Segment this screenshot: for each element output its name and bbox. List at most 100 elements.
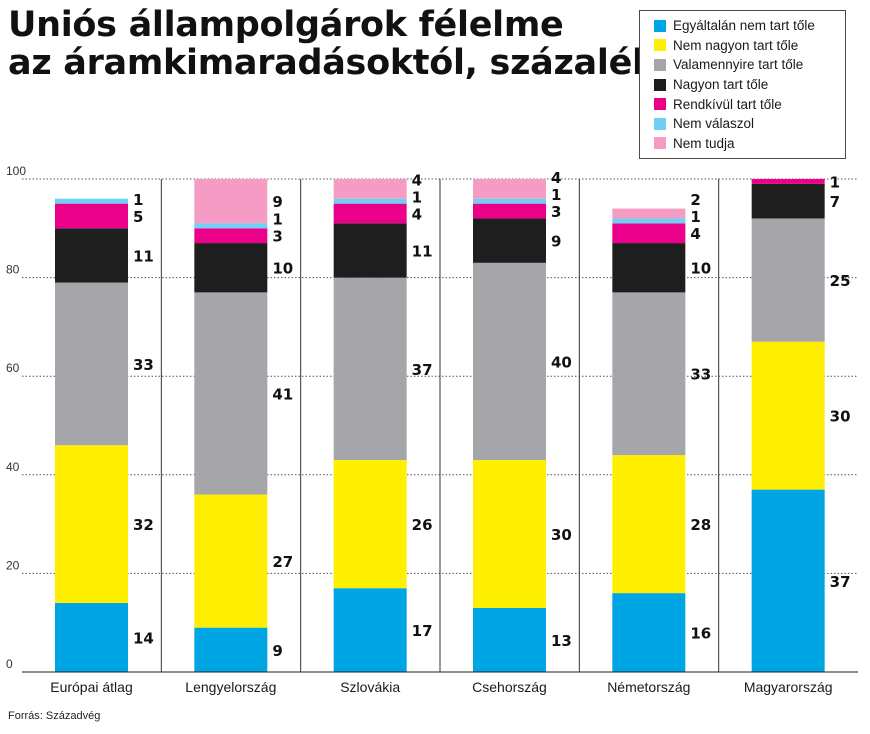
data-label: 37 [412, 361, 433, 379]
bar-segment [473, 179, 546, 199]
chart-legend: Egyáltalán nem tart tőle Nem nagyon tart … [639, 10, 846, 159]
bar-segment [612, 208, 686, 219]
data-label: 16 [690, 625, 711, 643]
bar-segment [751, 341, 825, 490]
bar-segment [55, 203, 128, 229]
bar-segment [612, 292, 686, 456]
bar-segment [333, 198, 407, 204]
data-label: 4 [551, 169, 561, 187]
bar-segment [333, 277, 407, 461]
bar-segment [55, 445, 128, 603]
bar-segment [333, 460, 407, 589]
data-label: 30 [551, 526, 572, 544]
bar-segment [612, 243, 686, 293]
chart-title-line-2: az áramkimaradásoktól, százalék [8, 43, 655, 83]
bar-segment [55, 228, 128, 283]
data-label: 13 [551, 632, 572, 650]
data-label: 25 [830, 272, 851, 290]
x-category-label: Magyarország [744, 679, 833, 695]
data-label: 11 [133, 247, 154, 265]
data-label: 5 [133, 208, 143, 226]
data-label: 1 [690, 208, 700, 226]
x-category-label: Lengyelország [185, 679, 276, 695]
data-label: 37 [830, 573, 851, 591]
source-note: Forrás: Századvég [8, 710, 101, 722]
bar-segment [55, 198, 128, 204]
bar-segment [333, 179, 407, 199]
bar-segment [194, 228, 268, 244]
bar-segment [194, 627, 268, 672]
data-label: 2 [690, 191, 700, 209]
legend-swatch [654, 117, 666, 130]
data-label: 40 [551, 353, 572, 371]
data-label: 4 [690, 225, 700, 243]
data-label: 33 [133, 356, 154, 374]
data-label: 30 [830, 408, 851, 426]
x-category-label: Csehország [472, 679, 547, 695]
data-label: 1 [830, 173, 840, 191]
data-label: 1 [133, 191, 143, 209]
legend-swatch [654, 19, 666, 32]
bar-segment [751, 183, 825, 219]
bar-segment [473, 218, 546, 263]
legend-swatch [654, 78, 666, 91]
legend-swatch [654, 58, 666, 71]
legend-item: Valamennyire tart tőle [654, 55, 845, 75]
bar-segment [55, 602, 128, 672]
legend-swatch [654, 98, 666, 111]
data-label: 14 [133, 629, 154, 647]
chart-title: Uniós állampolgárok félelme az áramkimar… [8, 6, 655, 82]
x-category-label: Németország [607, 679, 690, 695]
bar-segment [751, 218, 825, 342]
data-label: 9 [551, 233, 561, 251]
bar-segment [473, 460, 546, 608]
bar-segment [333, 223, 407, 278]
data-label: 10 [272, 260, 293, 278]
stacked-bar-chart: 0204060801001432331151927411031917263711… [6, 164, 858, 695]
bar-segment [612, 218, 686, 224]
legend-item: Nem tudja [654, 134, 845, 154]
y-tick-label: 0 [6, 657, 13, 671]
data-label: 4 [412, 206, 422, 224]
legend-label: Valamennyire tart tőle [673, 57, 804, 73]
legend-item: Rendkívül tart tőle [654, 94, 845, 114]
data-label: 41 [272, 385, 293, 403]
bar-segment [333, 588, 407, 672]
legend-label: Egyáltalán nem tart tőle [673, 18, 815, 34]
x-category-label: Szlovákia [340, 679, 400, 695]
y-tick-label: 60 [6, 361, 20, 375]
y-tick-label: 100 [6, 164, 26, 178]
data-label: 32 [133, 516, 154, 534]
data-label: 4 [412, 172, 422, 190]
legend-item: Nem nagyon tart tőle [654, 36, 845, 56]
data-label: 3 [551, 203, 561, 221]
data-label: 9 [272, 193, 282, 211]
data-label: 26 [412, 516, 433, 534]
bar-segment [612, 223, 686, 244]
bar-segment [612, 593, 686, 672]
y-tick-label: 80 [6, 263, 20, 277]
legend-label: Nagyon tart tőle [673, 77, 769, 93]
bar-segment [751, 489, 825, 672]
y-tick-label: 40 [6, 460, 20, 474]
legend-swatch [654, 137, 666, 150]
legend-item: Nagyon tart tőle [654, 75, 845, 95]
data-label: 27 [272, 553, 293, 571]
legend-label: Nem nagyon tart tőle [673, 37, 799, 53]
x-category-label: Európai átlag [50, 679, 133, 695]
bar-segment [194, 179, 268, 224]
data-label: 10 [690, 260, 711, 278]
legend-item: Nem válaszol [654, 114, 845, 134]
bar-segment [55, 282, 128, 446]
bar-segment [612, 455, 686, 594]
data-label: 1 [551, 186, 561, 204]
data-label: 9 [272, 642, 282, 660]
legend-swatch [654, 39, 666, 52]
legend-label: Nem tudja [673, 135, 735, 151]
bar-segment [194, 223, 268, 229]
data-label: 1 [272, 211, 282, 229]
legend-item: Egyáltalán nem tart tőle [654, 16, 845, 36]
y-tick-label: 20 [6, 558, 20, 572]
bar-segment [194, 494, 268, 628]
legend-label: Nem válaszol [673, 116, 755, 132]
